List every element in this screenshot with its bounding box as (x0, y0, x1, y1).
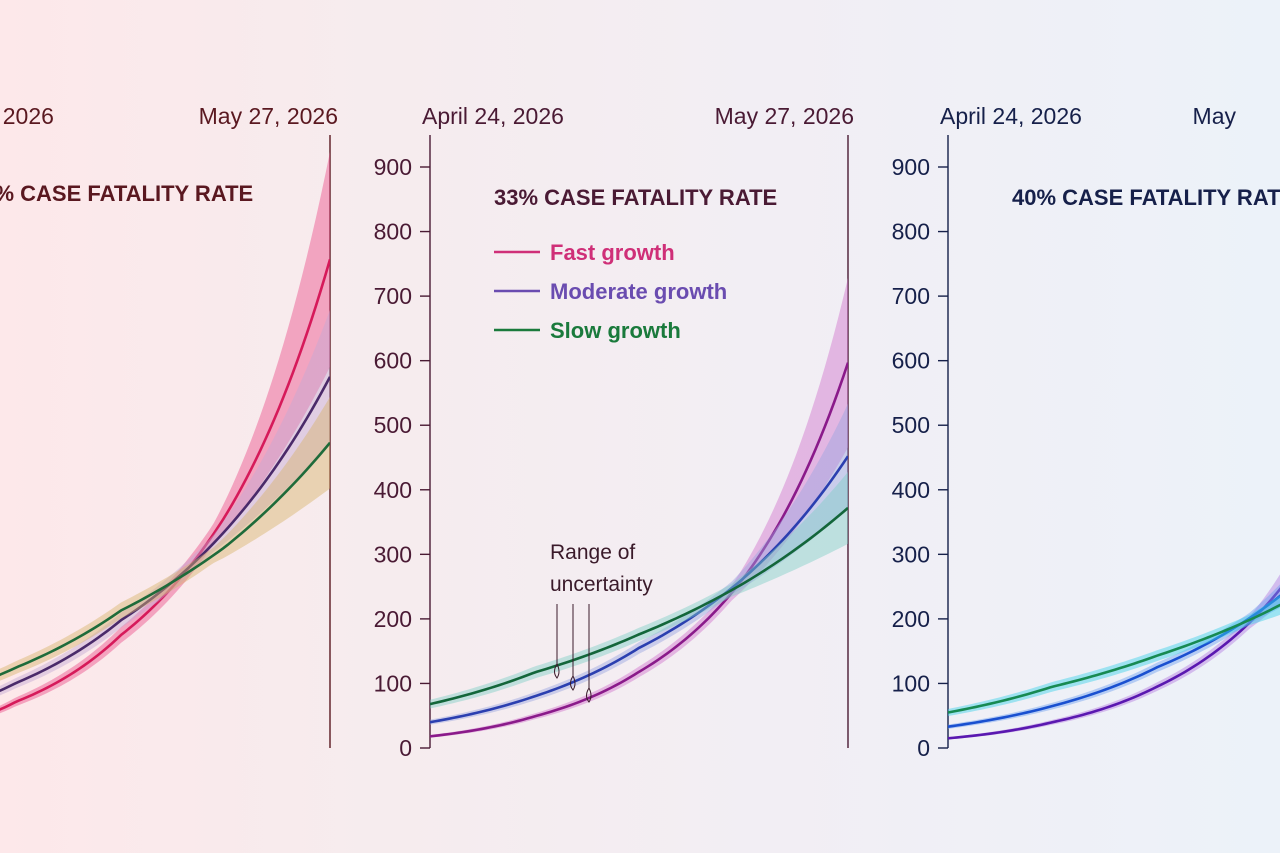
panel-2: April 24, 2026 May 27, 2026 0 100 200 300 400 5… (374, 103, 854, 761)
moderate-growth-line (429, 455, 848, 724)
y-tick-label: 300 (892, 541, 930, 567)
fast-growth-uncertainty-band (430, 277, 848, 738)
y-tick-label: 900 (892, 154, 930, 180)
x-end-date-label: May 27, 2026 (199, 103, 338, 129)
moderate-growth-uncertainty-band (948, 584, 1280, 729)
annotation-bracket (570, 675, 576, 691)
y-tick-label: 700 (892, 283, 930, 309)
slow-growth-line (0, 441, 330, 677)
moderate-growth-uncertainty-band (0, 309, 330, 696)
legend-label-moderate-growth: Moderate growth (550, 279, 727, 304)
y-tick-label: 300 (374, 541, 412, 567)
y-tick-label: 800 (374, 219, 412, 245)
x-end-date-label: May (1193, 103, 1237, 129)
slow-growth-uncertainty-band (948, 595, 1280, 717)
y-tick-label: 0 (399, 735, 412, 761)
x-start-date-label: April 24, 2026 (422, 103, 564, 129)
slow-growth-line (947, 603, 1280, 714)
panel-title: 40% CASE FATALITY RATE (1012, 185, 1280, 210)
fast-growth-line (947, 587, 1280, 740)
moderate-growth-uncertainty-band (430, 403, 848, 725)
x-start-date-label: April 24, 2026 (940, 103, 1082, 129)
y-tick-label: 100 (892, 670, 930, 696)
x-end-date-label: May 27, 2026 (715, 103, 854, 129)
y-tick-label: 500 (892, 412, 930, 438)
panel-1: April 24, 2026 May 27, 2026 26% CASE FATAL… (0, 103, 338, 748)
annotation-bracket (554, 663, 560, 679)
y-tick-label: 800 (892, 219, 930, 245)
series-group (0, 151, 330, 714)
series-group (429, 277, 848, 738)
y-tick-label: 200 (892, 606, 930, 632)
annotation-bracket (586, 687, 592, 703)
moderate-growth-line (0, 376, 330, 693)
panel-3: April 24, 2026 May 0 100 200 300 400 500 600 700 8… (892, 103, 1280, 761)
y-tick-label: 700 (374, 283, 412, 309)
legend-label-slow-growth: Slow growth (550, 318, 681, 343)
moderate-growth-line (947, 594, 1280, 728)
fast-growth-uncertainty-band (948, 574, 1280, 740)
slow-growth-line (429, 506, 848, 706)
x-start-date-label: April 24, 2026 (0, 103, 54, 129)
annotation-text: uncertainty (550, 573, 653, 596)
legend-label-fast-growth: Fast growth (550, 240, 675, 265)
y-tick-label: 200 (374, 606, 412, 632)
fast-growth-line (0, 258, 330, 711)
y-tick-label: 0 (917, 735, 930, 761)
y-tick-label: 400 (374, 477, 412, 503)
fast-growth-line (429, 362, 848, 738)
y-tick-label: 900 (374, 154, 412, 180)
panel-title: 26% CASE FATALITY RATE (0, 181, 253, 206)
y-tick-label: 100 (374, 670, 412, 696)
panel-title: 33% CASE FATALITY RATE (494, 185, 777, 210)
annotation-text: Range of (550, 541, 635, 564)
y-tick-label: 400 (892, 477, 930, 503)
fast-growth-uncertainty-band (0, 151, 330, 714)
y-tick-label: 600 (374, 348, 412, 374)
y-tick-label: 500 (374, 412, 412, 438)
series-group (947, 574, 1280, 740)
y-tick-label: 600 (892, 348, 930, 374)
